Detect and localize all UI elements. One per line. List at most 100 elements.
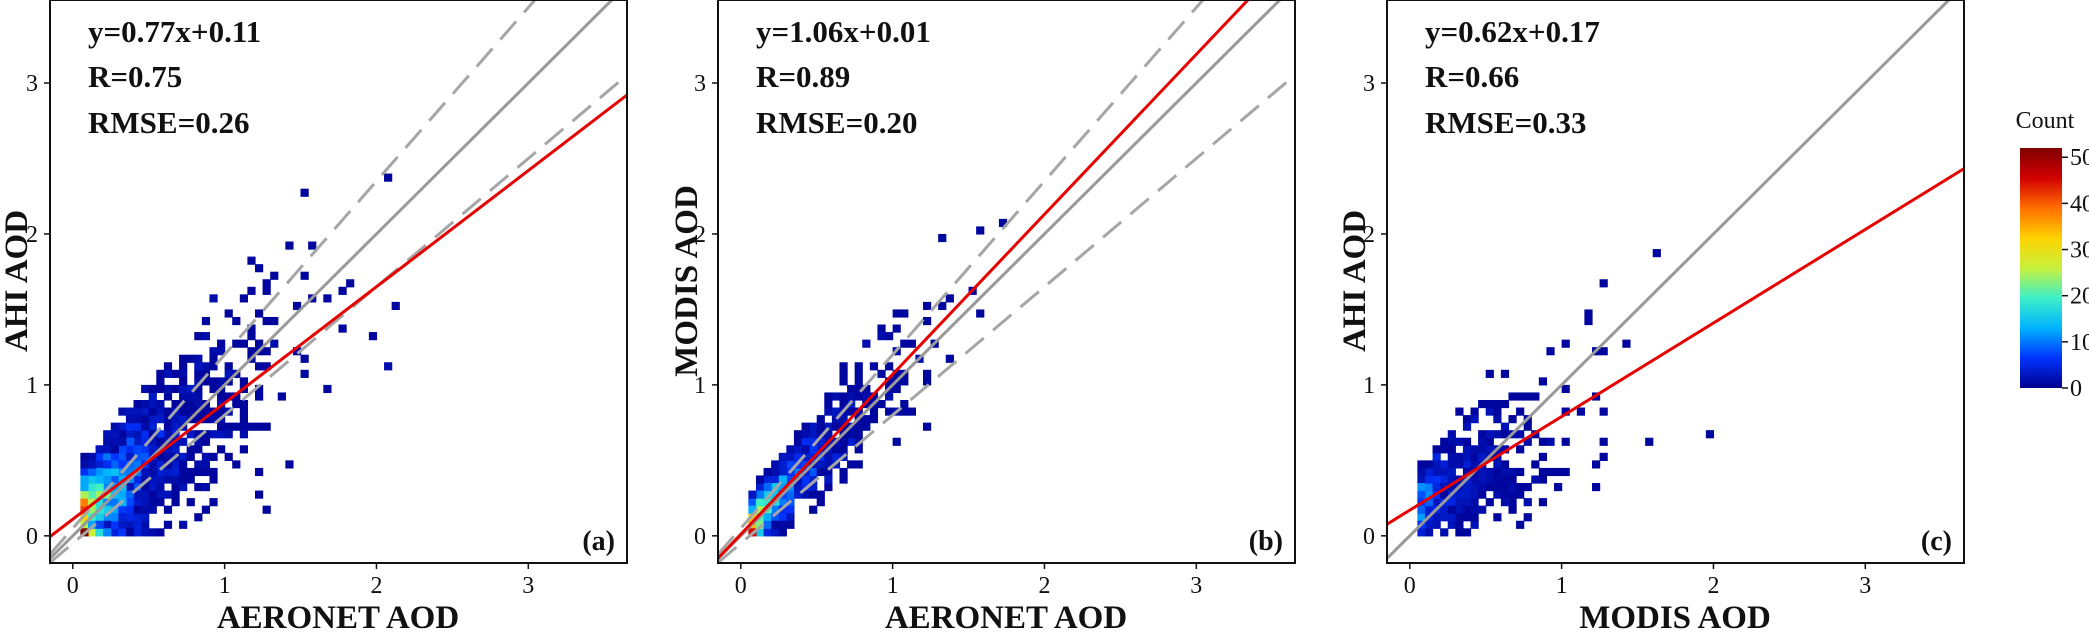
density-cell: [292, 301, 302, 311]
density-cell: [201, 430, 211, 439]
density-cell: [1500, 475, 1510, 484]
density-cell: [194, 430, 203, 439]
density-cell: [786, 505, 795, 514]
density-cell: [809, 505, 818, 514]
density-cell: [171, 369, 180, 378]
density-cell: [194, 332, 203, 341]
density-cell: [171, 475, 180, 484]
density-cell: [118, 422, 127, 431]
density-cell: [885, 407, 894, 416]
density-cell: [148, 505, 157, 514]
density-cell: [133, 460, 142, 469]
density-cell: [1478, 475, 1487, 484]
density-cell: [771, 520, 780, 529]
density-cell: [839, 475, 848, 484]
density-cell: [95, 490, 104, 499]
density-cell: [1440, 513, 1449, 522]
density-cell: [141, 505, 150, 514]
density-cell: [270, 271, 279, 280]
density-cell: [300, 188, 309, 197]
density-cell: [877, 369, 886, 378]
density-cell: [831, 392, 841, 401]
plot-frame-b: [717, 0, 1296, 564]
density-cell: [892, 309, 901, 318]
density-cell: [1500, 369, 1510, 378]
panel-label-a: (a): [582, 526, 615, 557]
density-cell: [103, 430, 112, 439]
density-cell: [854, 362, 863, 371]
density-cell: [1417, 460, 1426, 469]
density-cell: [1470, 505, 1479, 514]
density-cell: [186, 407, 195, 416]
density-cell: [254, 309, 264, 318]
density-cell: [816, 430, 825, 439]
density-cell: [118, 460, 127, 469]
density-cell: [1478, 505, 1487, 514]
density-cell: [1599, 407, 1608, 416]
density-cell: [1478, 483, 1487, 492]
density-cell: [900, 407, 909, 416]
density-cell: [156, 377, 165, 386]
density-cell: [938, 233, 947, 243]
density-cell: [232, 392, 241, 401]
density-cell: [824, 452, 833, 461]
panel-label-b: (b): [1249, 526, 1283, 557]
density-cell: [232, 316, 241, 326]
density-cell: [1440, 475, 1449, 484]
density-cell: [141, 467, 150, 477]
density-cell: [1561, 339, 1570, 348]
density-cell: [1508, 467, 1517, 477]
density-cell: [194, 399, 203, 409]
density-cell: [194, 384, 203, 394]
density-cell: [125, 415, 135, 424]
reference-lines-b: [718, 0, 1295, 563]
density-cell: [179, 362, 188, 371]
density-cell: [763, 475, 772, 484]
density-cell: [118, 445, 127, 454]
density-cell: [892, 369, 901, 378]
density-cell: [900, 399, 909, 409]
density-cell: [1538, 498, 1548, 507]
density-cell: [323, 384, 332, 394]
density-cell: [110, 460, 119, 469]
density-cell: [1432, 475, 1441, 484]
density-cell: [217, 407, 226, 416]
density-cell: [110, 498, 119, 507]
density-cell: [125, 407, 135, 416]
density-cell: [87, 467, 97, 477]
density-cell: [171, 498, 180, 507]
density-cell: [847, 430, 856, 439]
density-cell: [239, 422, 248, 431]
rmse-a: RMSE=0.26: [88, 105, 249, 140]
density-cell: [809, 430, 818, 439]
density-cell: [847, 460, 856, 469]
density-cell: [163, 392, 173, 401]
density-cell: [816, 460, 825, 469]
rmse-b: RMSE=0.20: [756, 105, 917, 140]
density-cell: [1462, 460, 1472, 469]
density-cell: [1584, 309, 1593, 318]
fit-equation-b: y=1.06x+0.01: [756, 14, 931, 49]
density-cell: [163, 520, 173, 529]
density-cell: [1591, 483, 1601, 492]
density-cell: [1447, 505, 1456, 514]
density-cell: [179, 392, 188, 401]
density-cell: [1546, 437, 1555, 446]
density-cell: [87, 528, 97, 537]
density-cell: [148, 407, 157, 416]
density-cell: [323, 294, 332, 303]
density-cell: [171, 467, 180, 477]
density-cell: [824, 422, 833, 431]
density-cell: [854, 392, 863, 401]
density-cell: [201, 332, 211, 341]
density-cell: [118, 430, 127, 439]
density-cell: [1500, 498, 1510, 507]
density-cell: [1508, 483, 1517, 492]
y-tick-label: 3: [694, 71, 706, 97]
density-cell: [141, 415, 150, 424]
density-cell: [247, 347, 256, 356]
density-cell: [1462, 415, 1472, 424]
density-cell: [922, 377, 932, 386]
density-cell: [1561, 437, 1570, 446]
density-cell: [771, 505, 780, 514]
